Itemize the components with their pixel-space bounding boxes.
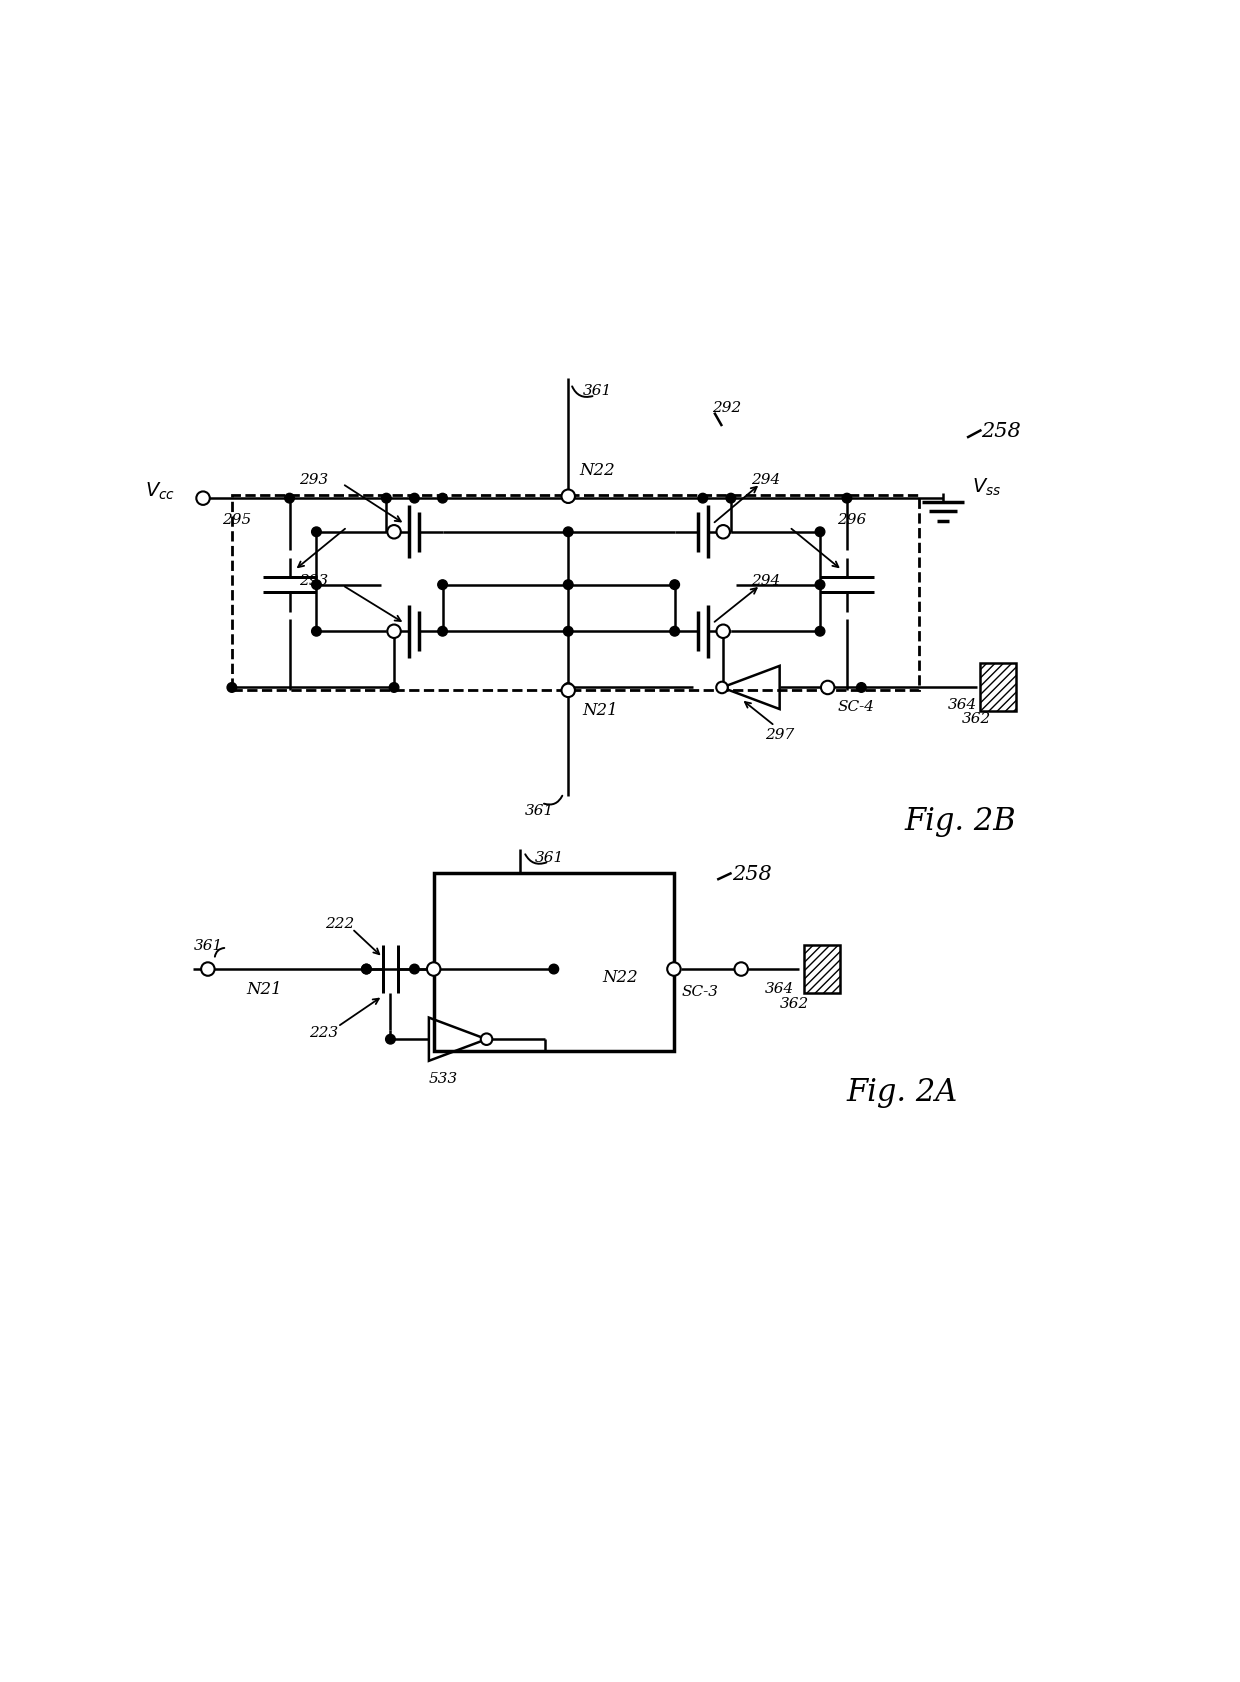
Circle shape	[481, 1034, 492, 1045]
Circle shape	[562, 685, 575, 698]
Circle shape	[227, 683, 237, 693]
Circle shape	[667, 962, 681, 976]
Text: N22: N22	[580, 461, 615, 479]
Text: 258: 258	[732, 865, 771, 883]
Circle shape	[563, 580, 573, 590]
Bar	[980, 664, 1016, 711]
Circle shape	[727, 495, 735, 503]
Circle shape	[409, 495, 419, 503]
Circle shape	[563, 495, 573, 503]
Text: 361: 361	[583, 383, 611, 397]
Circle shape	[717, 626, 730, 639]
Circle shape	[815, 580, 825, 590]
Circle shape	[285, 495, 294, 503]
Circle shape	[438, 580, 448, 590]
Text: 222: 222	[325, 917, 355, 930]
Circle shape	[717, 526, 730, 540]
Text: 294: 294	[751, 574, 780, 589]
Bar	[434, 873, 675, 1051]
Circle shape	[311, 627, 321, 637]
Text: 362: 362	[962, 711, 992, 727]
Text: Fig. 2A: Fig. 2A	[847, 1076, 959, 1107]
Text: 294: 294	[751, 473, 780, 486]
Text: 296: 296	[837, 513, 867, 526]
Text: 361: 361	[534, 849, 564, 865]
Circle shape	[549, 965, 558, 974]
Circle shape	[734, 962, 748, 976]
Circle shape	[386, 1034, 396, 1045]
Circle shape	[427, 962, 440, 976]
Circle shape	[718, 683, 728, 693]
Text: N21: N21	[583, 701, 619, 718]
Text: 223: 223	[309, 1024, 339, 1039]
Circle shape	[387, 526, 401, 540]
Circle shape	[362, 965, 371, 974]
Text: 361: 361	[193, 939, 223, 952]
Circle shape	[563, 627, 573, 637]
Circle shape	[815, 627, 825, 637]
Circle shape	[562, 489, 575, 503]
Text: 293: 293	[299, 574, 329, 589]
Text: $V_{ss}$: $V_{ss}$	[972, 476, 1001, 498]
Circle shape	[670, 580, 680, 590]
Text: 292: 292	[712, 400, 742, 414]
Text: 364: 364	[947, 698, 977, 711]
Circle shape	[821, 681, 835, 695]
Text: N21: N21	[247, 981, 281, 997]
Circle shape	[563, 528, 573, 537]
Circle shape	[563, 683, 573, 693]
Circle shape	[438, 495, 448, 503]
Text: 533: 533	[429, 1071, 458, 1085]
Text: 258: 258	[982, 422, 1022, 441]
Circle shape	[311, 528, 321, 537]
Circle shape	[438, 627, 448, 637]
Circle shape	[389, 683, 399, 693]
Text: Fig. 2B: Fig. 2B	[905, 806, 1017, 836]
Circle shape	[362, 965, 371, 974]
Circle shape	[670, 627, 680, 637]
Text: SC-4: SC-4	[837, 700, 874, 713]
Text: 362: 362	[780, 996, 808, 1011]
Circle shape	[382, 495, 391, 503]
Text: 361: 361	[525, 804, 554, 817]
Circle shape	[815, 528, 825, 537]
Circle shape	[196, 493, 210, 506]
Circle shape	[409, 965, 419, 974]
Circle shape	[842, 495, 852, 503]
Text: SC-3: SC-3	[682, 986, 719, 999]
Bar	[804, 945, 841, 994]
Circle shape	[201, 962, 215, 976]
Circle shape	[387, 626, 401, 639]
Circle shape	[857, 683, 866, 693]
Text: N22: N22	[601, 969, 637, 986]
Text: 295: 295	[222, 513, 252, 526]
Circle shape	[717, 683, 728, 693]
Text: 293: 293	[299, 473, 329, 486]
Text: $V_{cc}$: $V_{cc}$	[145, 481, 175, 501]
Circle shape	[311, 580, 321, 590]
Text: 297: 297	[765, 727, 795, 742]
Text: 364: 364	[765, 981, 795, 996]
Circle shape	[698, 495, 708, 503]
